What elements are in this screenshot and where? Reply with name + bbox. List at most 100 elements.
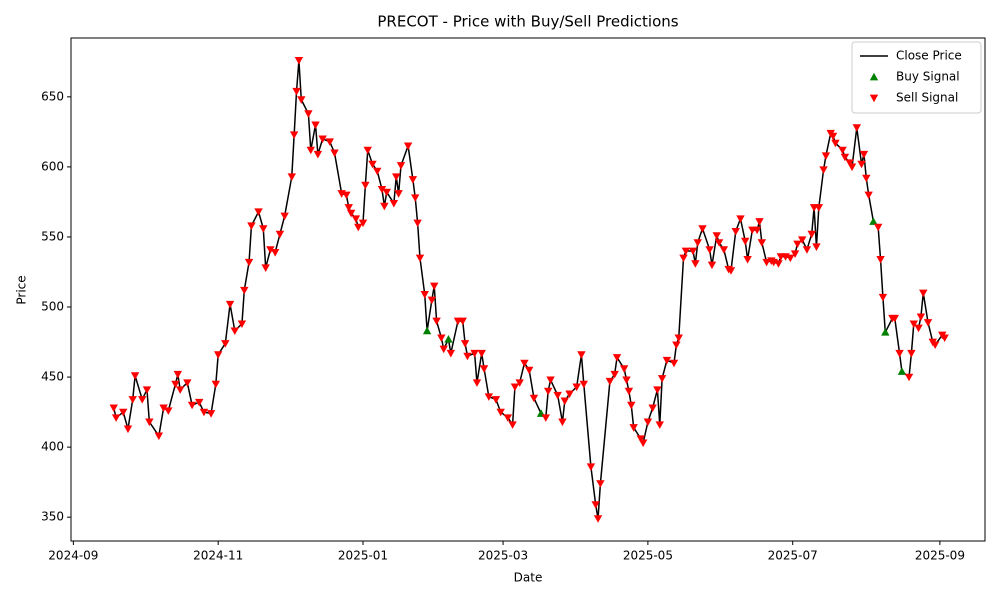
sell-marker: [275, 230, 285, 239]
sell-marker: [460, 340, 470, 348]
sell-marker: [643, 418, 653, 427]
sell-marker: [876, 256, 885, 264]
sell-marker: [553, 391, 562, 400]
sell-marker: [845, 159, 854, 167]
sell-marker: [373, 167, 382, 176]
sell-marker: [610, 370, 619, 379]
sell-marker: [919, 289, 928, 298]
sell-marker: [470, 349, 479, 358]
sell-marker: [577, 351, 586, 359]
sell-marker: [831, 139, 840, 148]
sell-marker: [907, 349, 916, 358]
sell-marker: [707, 261, 717, 270]
sell-marker: [270, 249, 280, 257]
sell-marker: [793, 240, 802, 249]
sell-marker: [802, 246, 812, 254]
sell-marker: [119, 408, 128, 417]
sell-marker: [691, 260, 700, 268]
sell-marker: [128, 396, 137, 404]
y-tick-label: 650: [41, 89, 64, 103]
sell-marker: [515, 379, 524, 387]
sell-marker: [145, 418, 154, 427]
sell-marker: [698, 225, 707, 233]
sell-marker: [173, 370, 183, 379]
sell-marker: [672, 341, 681, 350]
sell-marker: [377, 185, 387, 194]
sell-marker: [757, 239, 767, 247]
sell-marker: [669, 359, 679, 368]
sell-marker: [109, 404, 118, 413]
sell-marker: [605, 377, 615, 386]
sell-marker: [351, 215, 361, 223]
legend-label: Close Price: [896, 49, 962, 63]
y-tick-label: 500: [41, 300, 64, 314]
sell-marker: [857, 160, 866, 169]
sell-marker: [719, 246, 729, 254]
sell-marker: [916, 313, 926, 322]
buy-marker: [869, 217, 878, 225]
sell-marker: [612, 354, 622, 362]
sell-marker: [629, 424, 638, 432]
sell-marker: [731, 227, 740, 236]
plot-frame: [70, 37, 986, 542]
sell-marker: [940, 334, 949, 343]
sell-marker: [636, 435, 645, 443]
sell-marker: [624, 387, 634, 396]
sell-marker: [736, 215, 745, 223]
sell-marker: [520, 359, 529, 368]
buy-marker: [422, 326, 432, 335]
sell-marker: [688, 247, 698, 256]
sell-marker: [396, 162, 406, 170]
sell-marker: [864, 191, 873, 200]
sell-marker: [565, 390, 574, 399]
sell-marker: [890, 314, 899, 323]
x-tick-label: 2025-03: [478, 549, 528, 563]
sell-marker: [183, 379, 192, 387]
sell-marker: [593, 515, 603, 523]
sell-marker: [619, 365, 629, 373]
sell-marker: [838, 146, 847, 155]
sell-marker: [368, 160, 377, 169]
sell-marker: [437, 334, 446, 343]
sell-marker: [280, 212, 289, 221]
x-tick-label: 2024-09: [48, 549, 98, 563]
sell-marker: [579, 380, 588, 389]
sell-marker: [354, 223, 363, 232]
sell-marker: [852, 124, 862, 132]
sell-marker: [681, 247, 691, 256]
sell-marker: [840, 153, 850, 162]
sell-marker: [655, 421, 664, 429]
sell-marker: [213, 351, 223, 359]
sell-marker: [586, 463, 596, 471]
buy-marker: [444, 335, 453, 343]
y-axis-label: Price: [15, 275, 29, 304]
sell-marker: [705, 246, 714, 254]
sell-marker: [819, 166, 828, 174]
legend: Close Price Buy Signal Sell Signal: [851, 41, 982, 114]
sell-marker: [596, 480, 605, 488]
sell-marker: [403, 142, 413, 151]
y-tick-label: 600: [41, 159, 64, 173]
sell-marker: [344, 204, 353, 212]
sell-marker: [154, 432, 164, 441]
sell-marker: [914, 324, 923, 333]
buy-marker: [897, 367, 907, 375]
sell-marker: [159, 404, 168, 413]
sell-marker: [541, 414, 551, 422]
sell-marker: [859, 150, 869, 159]
sell-marker: [413, 219, 422, 228]
sell-marker: [164, 407, 173, 415]
price-line: [113, 60, 946, 519]
sell-marker: [726, 267, 736, 275]
sell-marker: [674, 334, 683, 343]
y-tick-label: 450: [41, 370, 64, 384]
sell-marker: [648, 404, 657, 413]
sell-marker: [325, 138, 334, 146]
sell-marker: [807, 230, 816, 239]
sell-marker: [439, 345, 448, 354]
sell-marker: [458, 317, 467, 326]
y-tick-label: 550: [41, 229, 64, 243]
